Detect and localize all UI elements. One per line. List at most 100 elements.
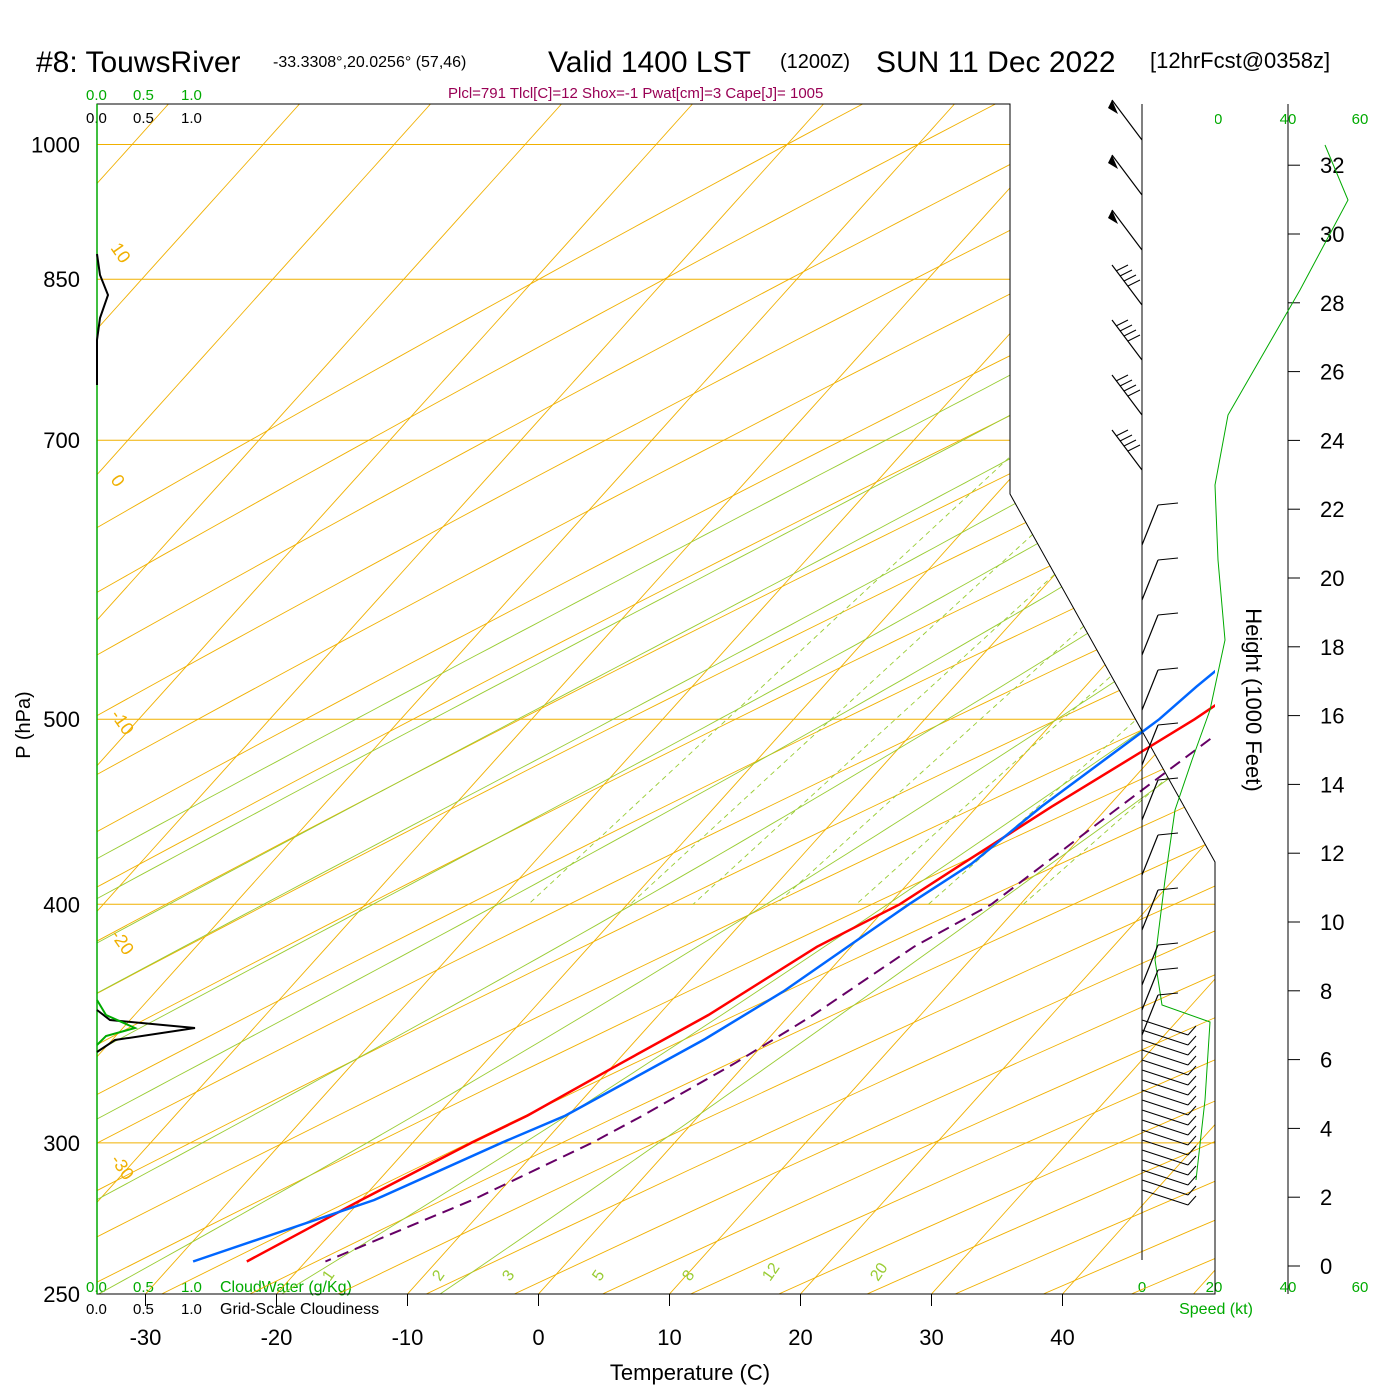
- x-axis-label: Temperature (C): [610, 1360, 770, 1385]
- height-tick-26: 26: [1320, 360, 1344, 385]
- wind-barb: [1141, 1119, 1197, 1136]
- wind-barb: [1108, 154, 1143, 196]
- x-tick-10: 10: [657, 1325, 681, 1350]
- series-dewpoint: [192, 669, 1215, 1263]
- wind-barb: [1141, 992, 1179, 1036]
- height-tick-28: 28: [1320, 291, 1344, 316]
- valid-date: SUN 11 Dec 2022: [876, 46, 1116, 79]
- p-tick-700: 700: [43, 428, 80, 453]
- mixing-ratio-label-20: 20: [867, 1260, 891, 1284]
- height-tick-20: 20: [1320, 566, 1344, 591]
- plot-frame: [96, 103, 1216, 1295]
- wind-barb: [1141, 502, 1179, 546]
- wind-barb: [1141, 1019, 1197, 1036]
- cloud-bottom-green-1: 0.5: [133, 1279, 154, 1296]
- series-parcel: [325, 734, 1215, 1263]
- dry-adiabat--50: [97, 104, 996, 593]
- dry-adiabat-130: [514, 974, 1215, 1294]
- speed-axis-label: Speed (kt): [1179, 1301, 1253, 1318]
- mask-region: [1010, 104, 1215, 862]
- wind-barb: [1141, 1069, 1197, 1086]
- cloud-bottom-black-2: 1.0: [181, 1301, 202, 1318]
- height-tick-30: 30: [1320, 222, 1344, 247]
- isotherm-10: [669, 687, 1215, 1294]
- speed-axis-bottom: 0 20 40 60 Speed (kt): [1138, 1279, 1369, 1318]
- wind-barb: [1141, 1039, 1197, 1056]
- mixing-ratio-label-8: 8: [679, 1267, 698, 1284]
- wind-panel: [1108, 99, 1349, 1260]
- x-tick-40: 40: [1050, 1325, 1074, 1350]
- moist-adiabat-35: [439, 744, 1215, 1294]
- wind-barb: [1141, 722, 1179, 766]
- height-tick-12: 12: [1320, 841, 1344, 866]
- dry-adiabat-label--10: -10: [107, 706, 138, 739]
- wind-barb: [1141, 1169, 1197, 1186]
- stability-indices: Plcl=791 Tlcl[C]=12 Shox=-1 Pwat[cm]=3 C…: [448, 85, 823, 102]
- dry-adiabat--60: [97, 104, 863, 529]
- height-tick-16: 16: [1320, 704, 1344, 729]
- mixing-ratio-label-2: 2: [429, 1267, 448, 1284]
- wind-barb: [1141, 1139, 1197, 1156]
- cloud-top-axis: 0.0 0.5 1.0 0.0 0.5 1.0: [86, 87, 202, 127]
- wind-barb: [1108, 209, 1143, 251]
- p-tick-850: 850: [43, 267, 80, 292]
- wind-barb: [1141, 1049, 1197, 1066]
- dry-adiabat-50: [97, 594, 1215, 1144]
- x-tick--10: -10: [392, 1325, 424, 1350]
- isotherm-50: [1193, 1269, 1215, 1294]
- dry-adiabat-label-10: 10: [107, 239, 135, 267]
- cloud-top-green-2: 1.0: [181, 87, 202, 104]
- wind-barb: [1141, 557, 1179, 601]
- cloudiness-upper: [96, 253, 110, 385]
- isotherm--70: [97, 104, 693, 767]
- moist-adiabat--10: [97, 266, 1215, 860]
- cloud-top-green-0: 0.0: [86, 87, 107, 104]
- speed-bottom-60: 60: [1352, 1279, 1369, 1296]
- height-tick-8: 8: [1320, 979, 1332, 1004]
- p-tick-400: 400: [43, 892, 80, 917]
- p-tick-300: 300: [43, 1131, 80, 1156]
- moist-adiabat-25: [98, 614, 1215, 1294]
- mixing-ratio-2: [629, 367, 1215, 905]
- valid-time: Valid 1400 LST: [548, 46, 751, 79]
- dry-adiabat-0: [97, 314, 1215, 888]
- height-axis-label: Height (1000 Feet): [1241, 608, 1266, 791]
- mixing-ratio-label-12: 12: [759, 1260, 783, 1284]
- wind-barb: [1111, 429, 1143, 471]
- cloud-bottom-green-2: 1.0: [181, 1279, 202, 1296]
- wind-barb: [1141, 1059, 1197, 1076]
- wind-barb: [1141, 1149, 1197, 1166]
- wind-barb: [1111, 374, 1143, 416]
- isotherm-60: [1325, 104, 1400, 1294]
- wind-barb: [1141, 1109, 1197, 1126]
- dry-adiabat-40: [97, 541, 1215, 1095]
- dry-adiabat-60: [97, 645, 1215, 1192]
- cloud-profile: [96, 104, 196, 1294]
- moist-adiabat-30: [281, 679, 1215, 1294]
- isotherm--60: [97, 104, 824, 912]
- cloud-top-black-2: 1.0: [181, 110, 202, 127]
- utc-time: (1200Z): [780, 51, 850, 73]
- cloud-bottom-black-1: 0.5: [133, 1301, 154, 1318]
- isotherm--80: [97, 104, 562, 621]
- dry-adiabat-80: [97, 744, 1215, 1283]
- cloudwater-lower: [96, 999, 138, 1046]
- wind-barb: [1141, 1179, 1197, 1196]
- cloudwater-label: CloudWater (g/Kg): [220, 1279, 352, 1296]
- isotherm--90: [97, 104, 431, 476]
- height-tick-6: 6: [1320, 1048, 1332, 1073]
- dry-adiabat-label--30: -30: [107, 1151, 138, 1184]
- isotherm--20: [276, 250, 1215, 1294]
- station-coords: -33.3308°,20.0256° (57,46): [273, 54, 466, 71]
- dry-adiabat--10: [97, 253, 1215, 833]
- wind-barb: [1141, 1129, 1197, 1146]
- cloud-top-green-1: 0.5: [133, 87, 154, 104]
- wind-barb: [1141, 1189, 1197, 1206]
- y-axis-label: P (hPa): [13, 691, 35, 758]
- height-tick-10: 10: [1320, 910, 1344, 935]
- x-tick-30: 30: [919, 1325, 943, 1350]
- wind-barb: [1141, 667, 1179, 711]
- wind-barb: [1141, 1159, 1197, 1176]
